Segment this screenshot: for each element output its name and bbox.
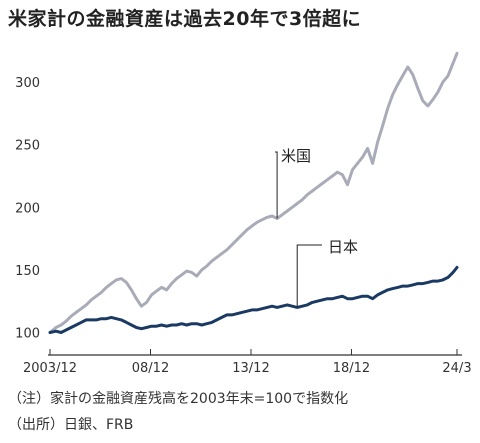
- series-label-japan: 日本: [328, 238, 358, 256]
- x-tick-label: 18/12: [333, 361, 370, 376]
- x-axis: 2003/12 08/12 13/12 18/12 24/3: [23, 349, 472, 376]
- y-tick-label: 200: [15, 201, 40, 216]
- y-axis-ticks: 100 150 200 250 300: [15, 76, 40, 341]
- series-label-us: 米国: [281, 147, 311, 165]
- note-index-basis: （注）家計の金融資産残高を2003年末=100で指数化: [8, 391, 349, 407]
- y-tick-label: 100: [15, 326, 40, 341]
- leader-line-us: [275, 151, 278, 219]
- note-source: （出所）日銀、FRB: [8, 417, 134, 433]
- series-group: [48, 51, 459, 334]
- x-tick-label: 08/12: [132, 361, 169, 376]
- series-line-japan: [48, 265, 459, 334]
- series-line-us: [48, 51, 459, 334]
- leader-line-japan: [296, 244, 322, 308]
- chart-title: 米家計の金融資産は過去20年で3倍超に: [8, 8, 362, 30]
- x-tick-label: 24/3: [442, 361, 471, 376]
- y-tick-label: 300: [15, 76, 40, 91]
- y-tick-label: 250: [15, 139, 40, 154]
- y-tick-label: 150: [15, 264, 40, 279]
- x-tick-label: 2003/12: [23, 361, 77, 376]
- x-tick-label: 13/12: [232, 361, 269, 376]
